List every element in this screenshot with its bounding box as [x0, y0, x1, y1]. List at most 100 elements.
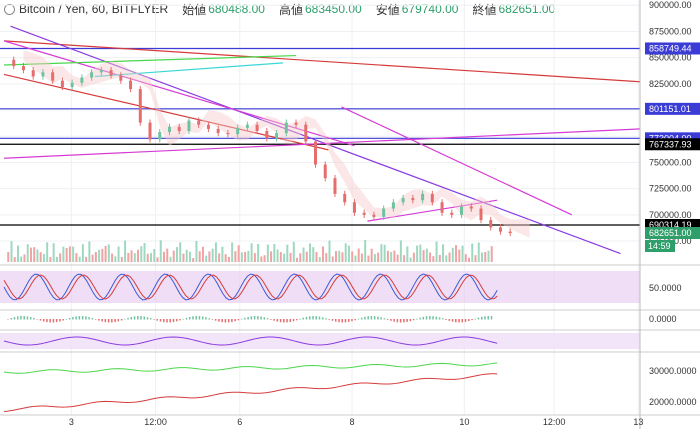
volume-bar [448, 252, 451, 262]
trend-line-red_channel[interactable] [3, 73, 329, 151]
macd-bar [234, 319, 236, 322]
candle-body [430, 193, 434, 203]
candle-body [265, 131, 269, 139]
volume-bar [101, 248, 104, 262]
candle-body [51, 72, 55, 81]
time-axis[interactable]: 3 12:00 6 8 10 12:00 13 [69, 417, 643, 427]
trend-line-cyan_line[interactable] [94, 62, 284, 78]
rsi-line [3, 336, 498, 346]
volume-bar [370, 248, 373, 262]
volume-bar [283, 253, 286, 262]
candle-body [206, 124, 210, 129]
volume-bar [163, 251, 165, 262]
candle-body [304, 124, 308, 142]
macd-bar [78, 316, 81, 320]
volume-bar [299, 253, 302, 262]
macd-bar [107, 319, 110, 323]
macd-bar [490, 316, 493, 320]
stoch-d-line [3, 274, 498, 300]
macd-bar [127, 317, 129, 320]
volume-bar [211, 248, 214, 262]
candle-body [362, 212, 366, 215]
volume-bar [322, 246, 324, 262]
macd-bar [75, 316, 77, 320]
volume-bar [192, 257, 195, 262]
price-label-bg [645, 42, 700, 55]
vol-tick-label: 20000.0000 [649, 397, 697, 407]
trend-line-green_line[interactable] [3, 54, 297, 66]
macd-bar [341, 319, 343, 323]
candle-body [382, 208, 386, 217]
macd-bar [172, 319, 175, 323]
macd-bar [101, 319, 103, 322]
macd-bar [224, 319, 227, 323]
price-label[interactable]: 682651.00 [649, 228, 692, 238]
macd-bar [468, 319, 470, 322]
price-label[interactable]: 858749.44 [649, 43, 692, 53]
macd-bar [111, 319, 113, 323]
volume-bar [146, 253, 149, 262]
y-tick-label: 700000.00 [649, 210, 692, 220]
symbol-circle-icon[interactable] [4, 3, 15, 15]
macd-bar [477, 317, 480, 320]
volume-bar [182, 253, 185, 262]
macd-bar [244, 317, 246, 320]
volume-bar [195, 240, 198, 262]
macd-bar [315, 316, 318, 320]
macd-bar [218, 319, 220, 322]
macd-bar [7, 319, 9, 320]
volume-bar [347, 245, 350, 262]
trend-line-red_trend[interactable] [3, 40, 641, 83]
trend-line-magenta_down[interactable] [3, 40, 355, 147]
volume-bar [445, 255, 448, 262]
volume-bar [244, 251, 247, 262]
macd-bar [143, 316, 146, 320]
trend-line-magenta_short[interactable] [367, 199, 498, 222]
macd-bar [487, 316, 489, 320]
trend-line-magenta_down2[interactable] [341, 106, 573, 216]
volume-bar [179, 242, 182, 262]
macd-bar [179, 319, 181, 321]
macd-bar [26, 316, 29, 320]
volume-bar [156, 257, 159, 262]
volume-bar [237, 245, 240, 262]
macd-bar [159, 319, 162, 322]
macd-bar [182, 318, 184, 320]
price-axis[interactable]: 900000.00875000.00850000.00825000.008000… [639, 0, 700, 429]
macd-bar [59, 319, 61, 322]
macd-bar [13, 317, 16, 320]
cvd-red-line [3, 373, 498, 412]
rsi-band [0, 333, 640, 349]
macd-bar [276, 319, 279, 322]
candle-body [109, 70, 113, 76]
macd-bar [399, 319, 402, 323]
price-label[interactable]: 801151.01 [649, 104, 691, 114]
macd-bar [55, 319, 58, 323]
macd-bar [435, 316, 438, 320]
candle-body [284, 122, 288, 134]
volume-bar [234, 251, 237, 262]
volume-bar [302, 247, 305, 262]
macd-bar [10, 317, 12, 320]
price-label[interactable]: 690314.19 [649, 220, 692, 230]
candle-body [421, 193, 425, 201]
volume-bar [29, 247, 32, 262]
volume-bar [153, 249, 156, 262]
macd-bar [393, 319, 395, 322]
macd-bar [364, 316, 366, 320]
macd-bar [289, 319, 292, 322]
candle-body [31, 70, 35, 77]
price-label[interactable]: 767337.93 [649, 139, 692, 149]
volume-bar [438, 255, 441, 262]
macd-tick-label: 0.0000 [649, 314, 677, 324]
volume-bar [471, 243, 474, 262]
volume-bar [143, 242, 146, 262]
macd-bar [448, 319, 451, 321]
trend-lines[interactable] [0, 25, 641, 255]
trend-line-magenta_up[interactable] [3, 128, 641, 159]
volume-bar [36, 249, 39, 262]
volume-bar [214, 242, 217, 262]
macd-bar [390, 319, 392, 321]
macd-bar [253, 316, 256, 320]
